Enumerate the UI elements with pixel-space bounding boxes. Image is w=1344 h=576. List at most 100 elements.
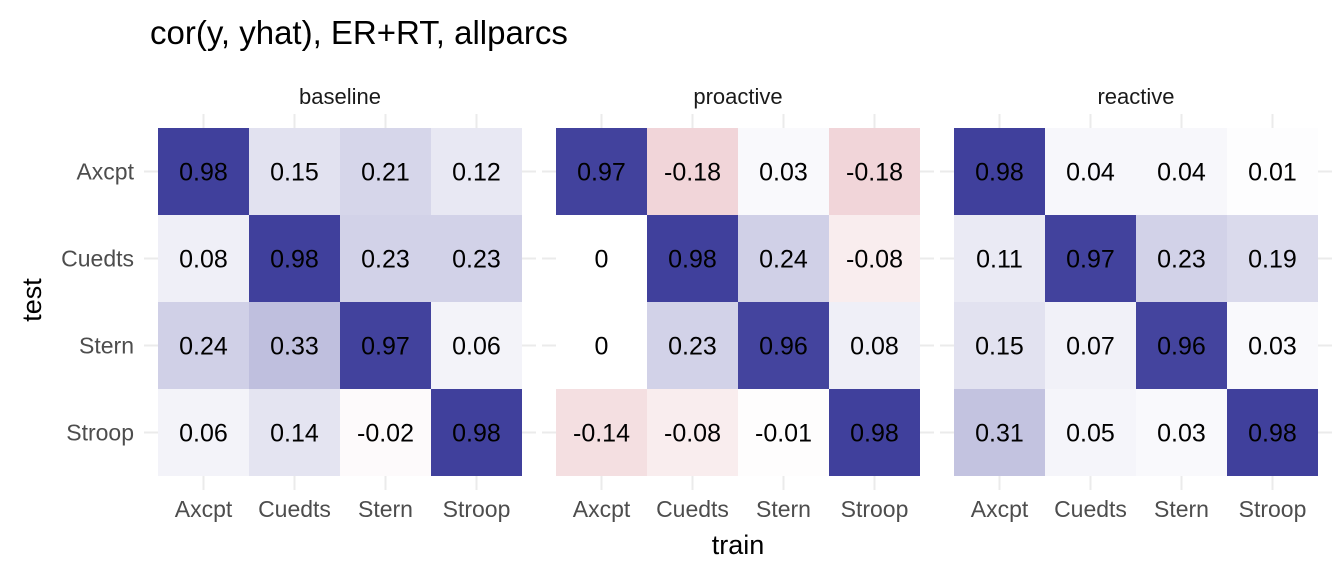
proactive-x-tick-label: Stroop <box>841 496 909 522</box>
proactive-cell-value-label: 0 <box>595 246 609 274</box>
proactive-cell-value-label: 0.96 <box>759 333 808 361</box>
reactive-cell-value-label: 0.04 <box>1157 159 1206 187</box>
proactive-cell-value-label: 0.98 <box>668 246 717 274</box>
reactive-cell-stern-axcpt <box>954 302 1045 389</box>
proactive-cell-stroop-stroop <box>829 389 920 476</box>
proactive-x-tick-label: Cuedts <box>656 496 729 522</box>
proactive-cell-stroop-axcpt <box>556 389 647 476</box>
reactive-cell-stroop-axcpt <box>954 389 1045 476</box>
reactive-cell-axcpt-stern <box>1136 128 1227 215</box>
baseline-cell-stroop-axcpt <box>158 389 249 476</box>
baseline-x-tick-label: Stroop <box>443 496 511 522</box>
reactive-cell-value-label: 0.98 <box>1248 420 1297 448</box>
proactive-cell-value-label: 0.03 <box>759 159 808 187</box>
proactive-cell-cuedts-cuedts <box>647 215 738 302</box>
reactive-cell-value-label: 0.19 <box>1248 246 1297 274</box>
baseline-cell-stern-cuedts <box>249 302 340 389</box>
baseline-cell-stern-axcpt <box>158 302 249 389</box>
proactive-cell-value-label: 0.98 <box>850 420 899 448</box>
baseline-cell-value-label: 0.24 <box>179 333 228 361</box>
reactive-cell-value-label: 0.15 <box>975 333 1024 361</box>
reactive-cell-value-label: 0.96 <box>1157 333 1206 361</box>
reactive-cell-value-label: 0.07 <box>1066 333 1115 361</box>
labels-layer: baseline 0.98 0.15 0.21 0.12 0.08 0.98 0.23 0.23… <box>61 84 1306 522</box>
cells-layer <box>158 128 1318 476</box>
proactive-cell-value-label: -0.01 <box>755 420 812 448</box>
reactive-cell-stroop-stroop <box>1227 389 1318 476</box>
proactive-cell-cuedts-axcpt <box>556 215 647 302</box>
panel-strip-label-proactive: proactive <box>693 84 782 109</box>
reactive-cell-axcpt-cuedts <box>1045 128 1136 215</box>
proactive-cell-axcpt-stern <box>738 128 829 215</box>
baseline-cell-cuedts-cuedts <box>249 215 340 302</box>
baseline-cell-value-label: 0.33 <box>270 333 319 361</box>
baseline-cell-value-label: 0.06 <box>179 420 228 448</box>
proactive-cell-value-label: 0.23 <box>668 333 717 361</box>
reactive-cell-value-label: 0.97 <box>1066 246 1115 274</box>
reactive-cell-value-label: 0.11 <box>976 246 1023 274</box>
panel-strip-label-baseline: baseline <box>299 84 381 109</box>
baseline-cell-stern-stroop <box>431 302 522 389</box>
baseline-cell-value-label: 0.97 <box>361 333 410 361</box>
baseline-x-tick-label: Axcpt <box>175 496 233 522</box>
reactive-cell-axcpt-axcpt <box>954 128 1045 215</box>
reactive-cell-value-label: 0.98 <box>975 159 1024 187</box>
baseline-cell-stroop-stern <box>340 389 431 476</box>
baseline-cell-stroop-stroop <box>431 389 522 476</box>
reactive-cell-stern-stroop <box>1227 302 1318 389</box>
baseline-cell-value-label: 0.08 <box>179 246 228 274</box>
reactive-cell-cuedts-stroop <box>1227 215 1318 302</box>
reactive-cell-stern-cuedts <box>1045 302 1136 389</box>
proactive-cell-stern-stroop <box>829 302 920 389</box>
proactive-cell-stern-cuedts <box>647 302 738 389</box>
proactive-cell-value-label: 0.97 <box>577 159 626 187</box>
reactive-cell-value-label: 0.31 <box>975 420 1024 448</box>
proactive-cell-stern-stern <box>738 302 829 389</box>
baseline-cell-axcpt-stroop <box>431 128 522 215</box>
baseline-cell-value-label: -0.02 <box>357 420 414 448</box>
reactive-cell-axcpt-stroop <box>1227 128 1318 215</box>
proactive-cell-value-label: 0.24 <box>759 246 808 274</box>
proactive-cell-cuedts-stroop <box>829 215 920 302</box>
proactive-cell-stern-axcpt <box>556 302 647 389</box>
baseline-cell-value-label: 0.14 <box>270 420 319 448</box>
reactive-x-tick-label: Cuedts <box>1054 496 1127 522</box>
reactive-x-tick-label: Stern <box>1154 496 1209 522</box>
y-tick-label: Cuedts <box>61 246 134 272</box>
proactive-cell-value-label: -0.18 <box>664 159 721 187</box>
reactive-cell-stroop-stern <box>1136 389 1227 476</box>
proactive-cell-stroop-stern <box>738 389 829 476</box>
proactive-cell-value-label: 0 <box>595 333 609 361</box>
reactive-x-tick-label: Axcpt <box>971 496 1029 522</box>
proactive-cell-value-label: 0.08 <box>850 333 899 361</box>
baseline-cell-cuedts-stroop <box>431 215 522 302</box>
baseline-cell-value-label: 0.15 <box>270 159 319 187</box>
baseline-cell-cuedts-axcpt <box>158 215 249 302</box>
baseline-cell-cuedts-stern <box>340 215 431 302</box>
reactive-cell-cuedts-axcpt <box>954 215 1045 302</box>
baseline-cell-axcpt-cuedts <box>249 128 340 215</box>
reactive-cell-value-label: 0.03 <box>1248 333 1297 361</box>
y-axis-title: test <box>17 278 47 322</box>
panel-strip-label-reactive: reactive <box>1097 84 1174 109</box>
baseline-cell-stern-stern <box>340 302 431 389</box>
y-tick-label: Stern <box>79 333 134 359</box>
proactive-cell-cuedts-stern <box>738 215 829 302</box>
x-axis-title: train <box>712 530 765 560</box>
baseline-cell-value-label: 0.06 <box>452 333 501 361</box>
baseline-cell-value-label: 0.98 <box>270 246 319 274</box>
baseline-cell-value-label: 0.23 <box>452 246 501 274</box>
proactive-cell-axcpt-stroop <box>829 128 920 215</box>
reactive-x-tick-label: Stroop <box>1239 496 1307 522</box>
baseline-x-tick-label: Cuedts <box>258 496 331 522</box>
proactive-cell-value-label: -0.14 <box>573 420 630 448</box>
reactive-cell-value-label: 0.03 <box>1157 420 1206 448</box>
baseline-x-tick-label: Stern <box>358 496 413 522</box>
reactive-cell-stern-stern <box>1136 302 1227 389</box>
y-tick-label: Stroop <box>66 420 134 446</box>
proactive-cell-value-label: -0.08 <box>846 246 903 274</box>
baseline-cell-value-label: 0.12 <box>452 159 501 187</box>
baseline-cell-stroop-cuedts <box>249 389 340 476</box>
baseline-cell-value-label: 0.23 <box>361 246 410 274</box>
